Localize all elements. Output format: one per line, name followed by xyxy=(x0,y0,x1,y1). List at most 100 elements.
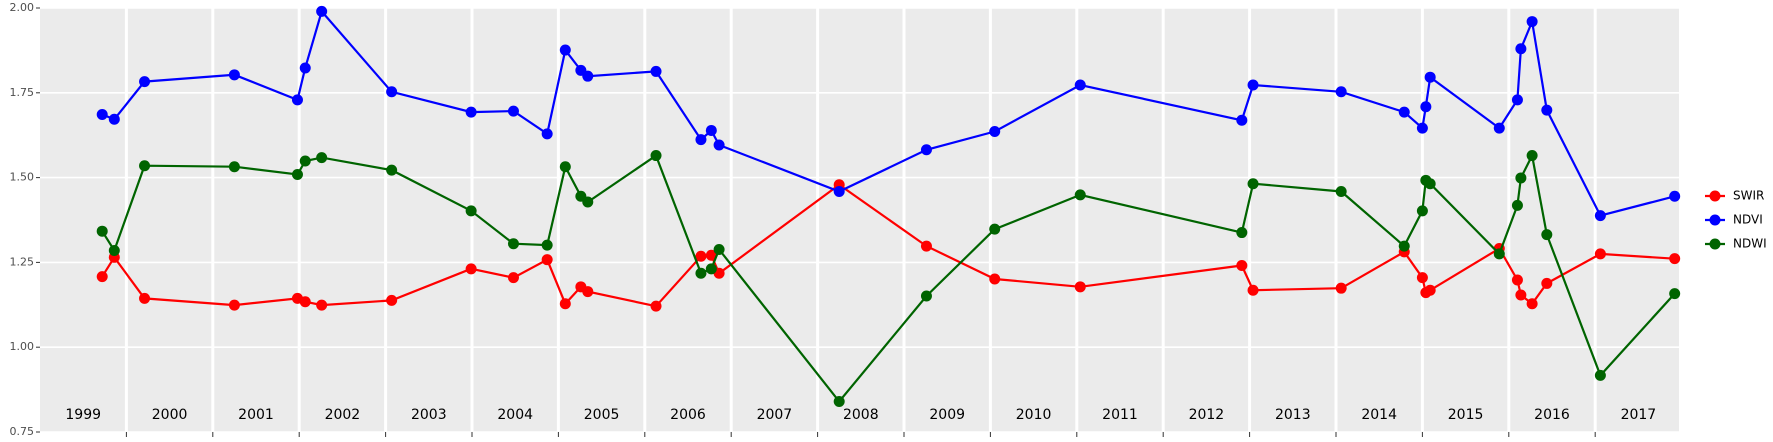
plot-panel xyxy=(40,8,1679,432)
data-point xyxy=(1424,178,1436,190)
data-point xyxy=(299,62,311,74)
data-point xyxy=(316,152,328,164)
data-point xyxy=(507,105,519,117)
data-point xyxy=(1511,274,1523,286)
data-point xyxy=(989,273,1001,285)
data-point xyxy=(1074,189,1086,201)
x-tick-label: 1999 xyxy=(65,407,101,423)
data-point xyxy=(316,299,328,311)
data-point xyxy=(1515,289,1527,301)
data-point xyxy=(1424,71,1436,83)
data-point xyxy=(713,244,725,256)
data-point xyxy=(1416,205,1428,217)
x-tick-label: 2017 xyxy=(1621,407,1657,423)
data-point xyxy=(705,249,717,261)
data-point xyxy=(1511,199,1523,211)
data-point xyxy=(139,160,151,172)
x-tick-label: 2008 xyxy=(843,407,879,423)
data-point xyxy=(139,292,151,304)
data-point xyxy=(139,76,151,88)
data-point xyxy=(1669,253,1681,265)
data-point xyxy=(1493,248,1505,260)
x-tick-label: 2001 xyxy=(238,407,274,423)
x-tick-label: 2003 xyxy=(411,407,447,423)
data-point xyxy=(650,150,662,162)
x-tick-label: 2015 xyxy=(1448,407,1484,423)
data-point xyxy=(920,290,932,302)
x-tick-label: 2004 xyxy=(497,407,533,423)
data-point xyxy=(920,144,932,156)
data-point xyxy=(1335,282,1347,294)
data-point xyxy=(1424,284,1436,296)
data-point xyxy=(541,239,553,251)
data-point xyxy=(920,240,932,252)
y-tick-label: 1.75 xyxy=(10,86,35,99)
data-point xyxy=(1541,277,1553,289)
data-point xyxy=(386,164,398,176)
x-tick-label: 2010 xyxy=(1016,407,1052,423)
data-point xyxy=(1420,101,1432,113)
data-point xyxy=(695,250,707,262)
data-point xyxy=(650,65,662,77)
data-point xyxy=(299,296,311,308)
data-point xyxy=(228,69,240,81)
data-point xyxy=(1416,272,1428,284)
x-tick-label: 2012 xyxy=(1189,407,1225,423)
data-point xyxy=(1526,150,1538,162)
data-point xyxy=(1247,178,1259,190)
data-point xyxy=(582,196,594,208)
data-point xyxy=(507,238,519,250)
data-point xyxy=(1526,298,1538,310)
legend-label: NDVI xyxy=(1733,213,1763,227)
legend-key xyxy=(1709,190,1721,202)
data-point xyxy=(1416,122,1428,134)
y-tick-label: 2.00 xyxy=(10,1,35,14)
y-tick-label: 1.50 xyxy=(10,171,35,184)
series-line xyxy=(101,9,1675,217)
legend-label: NDWI xyxy=(1733,237,1767,251)
data-point xyxy=(559,298,571,310)
x-tick-label: 2009 xyxy=(929,407,965,423)
data-point xyxy=(650,300,662,312)
x-tick-label: 2011 xyxy=(1102,407,1138,423)
data-point xyxy=(96,271,108,283)
data-point xyxy=(833,395,845,407)
data-point xyxy=(1074,79,1086,91)
data-point xyxy=(989,223,1001,235)
data-point xyxy=(582,70,594,82)
data-point xyxy=(559,44,571,56)
data-point xyxy=(559,161,571,173)
legend-key xyxy=(1709,238,1721,250)
data-point xyxy=(1511,94,1523,106)
data-point xyxy=(465,106,477,118)
data-point xyxy=(1074,281,1086,293)
x-tick-label: 2002 xyxy=(325,407,361,423)
data-point xyxy=(1493,122,1505,134)
x-tick-label: 2013 xyxy=(1275,407,1311,423)
data-point xyxy=(228,161,240,173)
data-point xyxy=(582,286,594,298)
data-point xyxy=(96,109,108,121)
x-tick-label: 2014 xyxy=(1361,407,1397,423)
data-point xyxy=(291,169,303,181)
data-point xyxy=(96,225,108,237)
data-point xyxy=(299,155,311,167)
y-tick-label: 1.25 xyxy=(10,255,35,268)
data-point xyxy=(1398,240,1410,252)
data-point xyxy=(108,245,120,257)
data-point xyxy=(507,272,519,284)
data-point xyxy=(695,134,707,146)
data-point xyxy=(1335,86,1347,98)
legend-label: SWIR xyxy=(1733,189,1764,203)
data-point xyxy=(1515,172,1527,184)
data-point xyxy=(1594,248,1606,260)
data-point xyxy=(386,86,398,98)
data-point xyxy=(713,139,725,151)
data-point xyxy=(1335,186,1347,198)
data-point xyxy=(108,113,120,125)
x-tick-label: 2016 xyxy=(1534,407,1570,423)
x-tick-label: 2005 xyxy=(584,407,620,423)
data-point xyxy=(1594,210,1606,222)
legend-key xyxy=(1709,214,1721,226)
